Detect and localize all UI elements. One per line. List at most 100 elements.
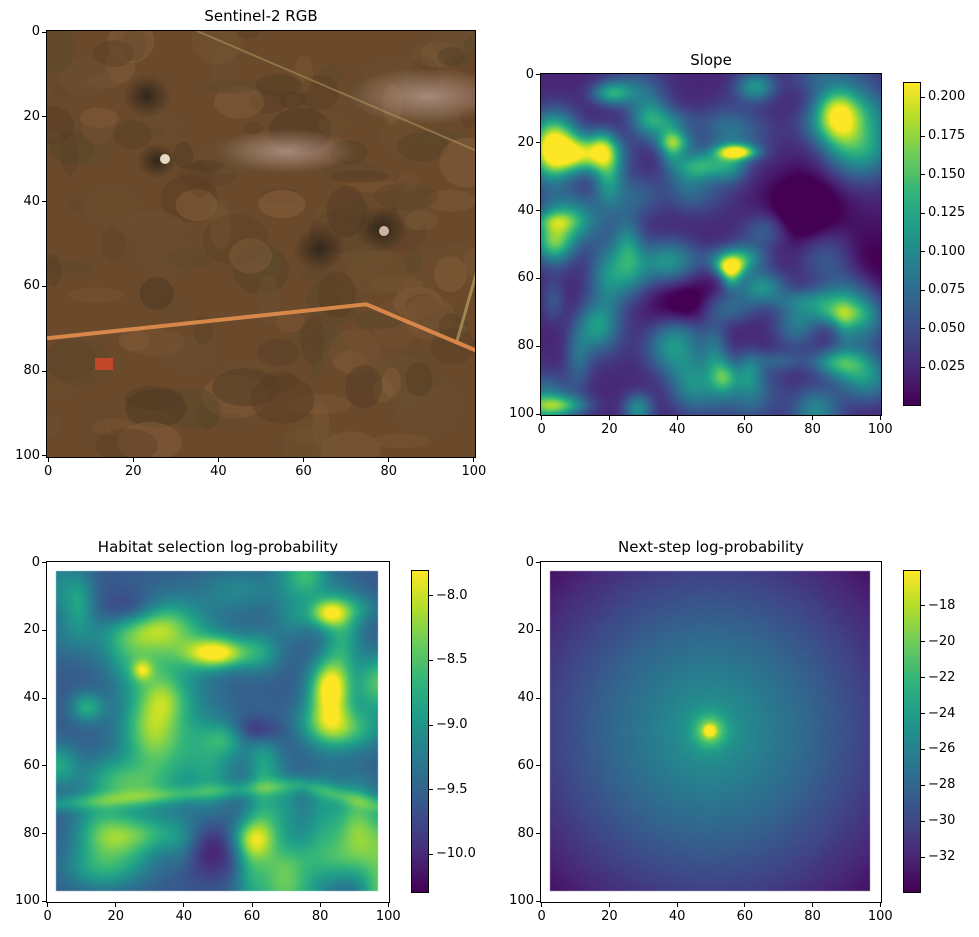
rgb-bright-spot (379, 226, 389, 236)
rgb-texture-blob (312, 401, 330, 450)
y-tick-mark (42, 629, 46, 631)
x-tick-mark (251, 903, 253, 907)
rgb-texture-blob (424, 189, 475, 212)
rgb-texture-blob (437, 47, 466, 66)
y-tick-label: 0 (525, 66, 534, 82)
rgb-texture-blob (108, 31, 155, 64)
rgb-texture-blob (210, 204, 232, 250)
chart-title-rgb: Sentinel-2 RGB (204, 7, 318, 25)
x-tick-mark (303, 458, 305, 462)
x-tick-mark (319, 903, 321, 907)
x-tick-mark (744, 416, 746, 420)
colorbar-tick-mark (921, 820, 925, 822)
x-tick-mark (183, 903, 185, 907)
colorbar-tick-mark (921, 641, 925, 643)
x-tick-label: 20 (601, 909, 618, 924)
colorbar-tick-mark (429, 789, 433, 791)
x-tick-label: 0 (43, 909, 52, 924)
y-tick-mark (42, 697, 46, 699)
colorbar-tick-mark (921, 856, 925, 858)
rgb-texture-blob (47, 254, 62, 287)
x-tick-label: 100 (461, 464, 487, 479)
y-tick-label: 60 (517, 757, 534, 773)
rgb-texture-blob (463, 247, 475, 279)
colorbar-tick-mark (921, 212, 925, 214)
x-tick-label: 0 (43, 464, 53, 479)
rgb-road (47, 302, 475, 353)
slope-colorbar (903, 82, 921, 406)
y-tick-mark (42, 455, 46, 457)
colorbar-tick-label: −10.0 (436, 846, 476, 862)
x-tick-mark (541, 903, 543, 907)
y-tick-mark (536, 277, 540, 279)
y-tick-label: 40 (23, 690, 40, 706)
colorbar-tick-mark (429, 659, 433, 661)
y-tick-label: 20 (517, 622, 534, 638)
y-tick-mark (42, 116, 46, 118)
rgb-bright-spot (160, 154, 170, 164)
rgb-texture-blob (161, 336, 217, 370)
colorbar-tick-mark (921, 713, 925, 715)
rgb-texture-blob (307, 331, 324, 377)
rgb-texture-blob (86, 74, 124, 88)
chart-title-slope: Slope (690, 51, 732, 69)
rgb-texture-blob (299, 74, 339, 111)
rgb-texture-blob (396, 132, 449, 162)
y-tick-label: 100 (15, 893, 40, 909)
colorbar-tick-label: −32 (928, 849, 956, 865)
habitat-raster (47, 562, 389, 902)
rgb-texture-blob (47, 31, 76, 75)
x-tick-mark (47, 458, 49, 462)
y-tick-mark (42, 285, 46, 287)
slope-heatmap (540, 73, 882, 416)
colorbar-tick-label: −28 (928, 777, 956, 793)
y-tick-mark (536, 697, 540, 699)
rgb-texture-blob (236, 31, 259, 40)
colorbar-tick-mark (921, 251, 925, 253)
rgb-texture-blob (112, 120, 152, 150)
y-tick-label: 0 (31, 24, 40, 40)
rgb-texture-blob (173, 141, 194, 169)
rgb-crater (293, 225, 345, 273)
y-tick-mark (536, 413, 540, 415)
y-tick-mark (536, 562, 540, 564)
x-tick-label: 40 (210, 464, 227, 479)
x-tick-label: 20 (601, 422, 618, 437)
rgb-texture-blob (79, 107, 119, 128)
rgb-texture-blob (294, 55, 314, 93)
rgb-texture-blob (419, 308, 469, 344)
y-tick-mark (42, 370, 46, 372)
y-tick-label: 0 (525, 554, 534, 570)
x-tick-mark (473, 458, 475, 462)
y-tick-label: 80 (23, 363, 40, 379)
colorbar-tick-label: −8.5 (436, 652, 468, 668)
x-tick-label: 80 (804, 909, 821, 924)
x-tick-mark (676, 416, 678, 420)
colorbar-tick-label: 0.050 (928, 320, 966, 336)
y-tick-label: 80 (517, 338, 534, 354)
rgb-texture-blob (60, 130, 79, 177)
colorbar-tick-label: 0.125 (928, 205, 966, 221)
x-tick-mark (676, 903, 678, 907)
colorbar-tick-mark (921, 328, 925, 330)
colorbar-tick-label: 0.100 (928, 243, 966, 259)
rgb-texture-blob (107, 124, 165, 141)
rgb-texture-blob (380, 114, 416, 155)
rgb-track (196, 31, 475, 152)
rgb-texture-blob (393, 286, 443, 320)
rgb-texture-blob (404, 294, 456, 341)
y-tick-mark (42, 562, 46, 564)
colorbar-tick-label: −30 (928, 813, 956, 829)
rgb-texture-blob (374, 182, 438, 210)
rgb-texture-blob (47, 340, 96, 381)
y-tick-mark (42, 765, 46, 767)
rgb-texture-blob (438, 313, 463, 341)
rgb-texture-blob (255, 74, 302, 96)
rgb-texture-blob (50, 337, 109, 387)
x-tick-mark (132, 458, 134, 462)
rgb-texture-blob (47, 414, 63, 436)
rgb-red-patch (95, 358, 113, 370)
colorbar-tick-mark (921, 96, 925, 98)
rgb-crater (137, 143, 177, 179)
colorbar-tick-label: 0.075 (928, 282, 966, 298)
